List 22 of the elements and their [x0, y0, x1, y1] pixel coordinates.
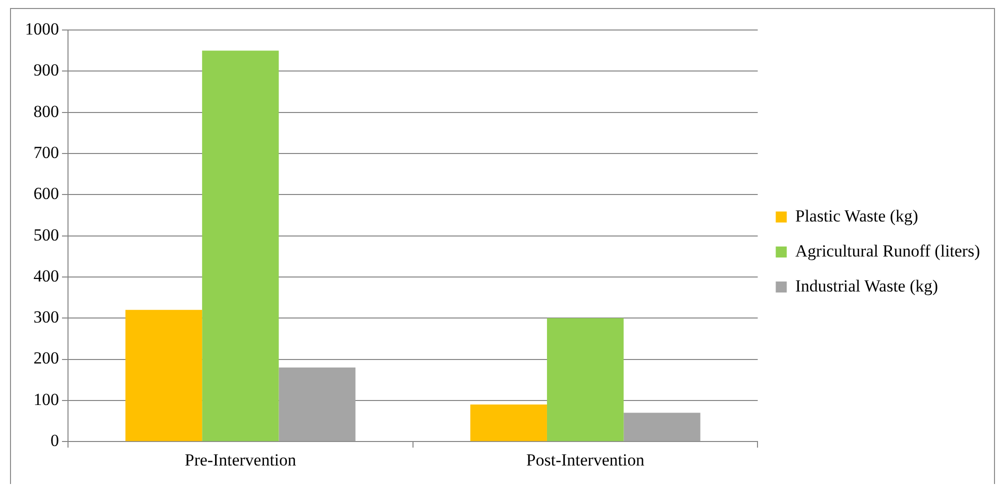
legend-label: Plastic Waste (kg): [795, 206, 918, 226]
bar: [470, 404, 547, 442]
y-tick-label: 600: [34, 184, 59, 204]
y-tick-label: 1000: [25, 19, 59, 38]
y-tick-label: 800: [34, 102, 59, 121]
bar: [278, 368, 356, 442]
bar: [546, 318, 624, 442]
bar: [202, 50, 279, 442]
bar: [125, 310, 202, 442]
legend-label: Industrial Waste (kg): [795, 276, 938, 296]
y-tick-label: 100: [34, 390, 59, 409]
y-tick-label: 400: [34, 266, 59, 286]
y-tick-label: 900: [34, 60, 59, 80]
y-tick-label: 200: [34, 348, 59, 368]
legend-label: Agricultural Runoff (liters): [795, 241, 980, 260]
x-tick-label: Pre-Intervention: [184, 450, 297, 470]
x-tick-label: Post-Intervention: [526, 450, 645, 470]
y-tick-label: 500: [34, 225, 59, 244]
y-tick-label: 700: [34, 142, 59, 162]
bar: [624, 412, 700, 442]
y-tick-label: 0: [50, 431, 59, 450]
y-tick-label: 300: [34, 308, 59, 327]
